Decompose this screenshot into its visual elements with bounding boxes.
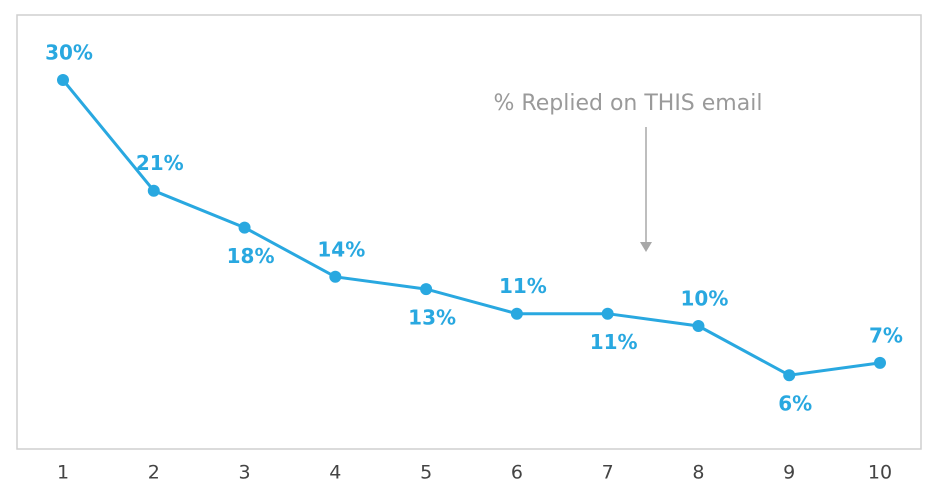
point (692, 320, 705, 332)
x-tick-label: 9 (783, 462, 795, 484)
x-tick-label: 1 (57, 462, 69, 484)
value-label: 13% (408, 306, 456, 330)
value-label: 14% (317, 237, 365, 261)
point (238, 221, 251, 234)
point (147, 184, 160, 197)
x-tick-label: 10 (868, 462, 892, 484)
plot-frame (16, 14, 922, 450)
point (329, 270, 342, 283)
x-tick-label: 5 (420, 462, 432, 484)
x-tick-label: 4 (329, 462, 341, 484)
value-label: 11% (499, 274, 547, 298)
point (874, 356, 886, 369)
value-label: 30% (45, 41, 93, 65)
value-label: 21% (136, 151, 184, 175)
point (601, 307, 614, 320)
value-label: 11% (590, 330, 638, 354)
x-tick-label: 3 (239, 462, 251, 484)
point (57, 74, 69, 86)
line (61, 79, 881, 377)
value-label: 7% (869, 323, 903, 347)
value-label: 18% (227, 244, 275, 268)
x-tick-label: 7 (602, 462, 614, 484)
x-tick-label: 6 (511, 462, 523, 484)
x-tick-label: 8 (692, 462, 704, 484)
annotation-arrowhead (640, 242, 652, 252)
point (510, 307, 523, 320)
value-label: 10% (681, 287, 729, 311)
value-label: 6% (778, 392, 812, 416)
x-tick-label: 2 (148, 462, 160, 484)
annotation: % Replied on THIS email (494, 91, 763, 116)
point (783, 369, 796, 382)
point (420, 283, 433, 296)
